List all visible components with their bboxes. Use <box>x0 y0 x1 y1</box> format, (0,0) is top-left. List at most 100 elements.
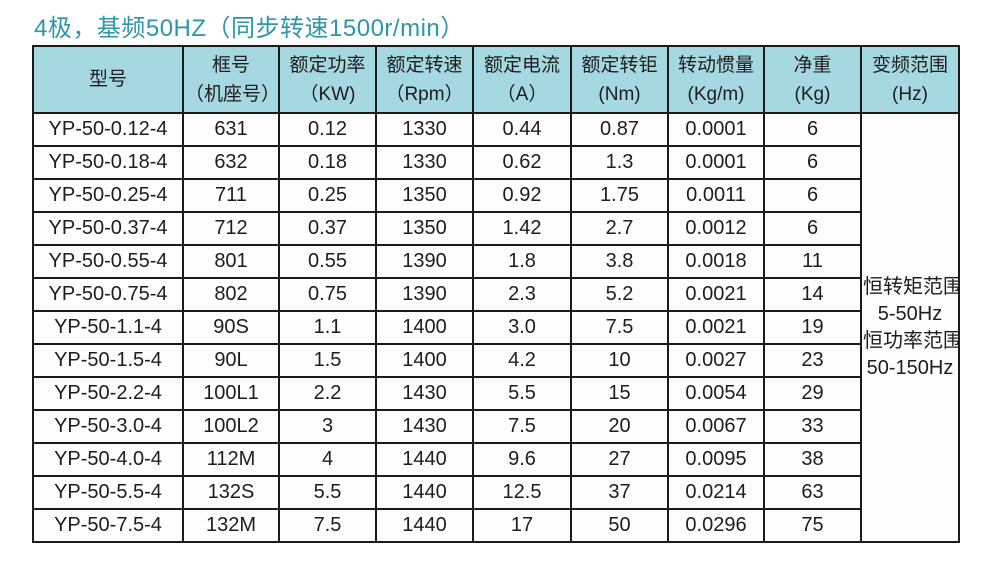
cell-torque: 3.8 <box>570 244 669 279</box>
header-label: 额定转速 <box>386 54 463 76</box>
cell-frame: 112M <box>182 442 280 477</box>
cell-frame: 132M <box>182 508 280 543</box>
cell-power: 1.1 <box>278 310 377 345</box>
cell-power: 0.75 <box>278 277 377 312</box>
col-header-rated-torque: 额定转钜 (Nm) <box>570 45 669 114</box>
table-row: YP-50-3.0-4 100L2 3 1430 7.5 20 0.0067 3… <box>32 409 959 444</box>
col-header-net-weight: 净重 (Kg) <box>763 45 862 114</box>
cell-model: YP-50-4.0-4 <box>32 442 184 477</box>
cell-speed: 1390 <box>375 244 474 279</box>
cell-inertia: 0.0011 <box>667 178 765 213</box>
cell-torque: 5.2 <box>570 277 669 312</box>
table-row: YP-50-0.25-4 711 0.25 1350 0.92 1.75 0.0… <box>32 178 959 213</box>
cell-frame: 100L1 <box>182 376 280 411</box>
table-row: YP-50-2.2-4 100L1 2.2 1430 5.5 15 0.0054… <box>32 376 959 411</box>
cell-weight: 33 <box>763 409 862 444</box>
cell-power: 0.12 <box>278 112 377 147</box>
cell-power: 0.25 <box>278 178 377 213</box>
header-unit: (Kg) <box>794 83 831 105</box>
cell-speed: 1440 <box>375 475 474 510</box>
cell-current: 1.42 <box>472 211 572 246</box>
cell-model: YP-50-1.5-4 <box>32 343 184 378</box>
table-row: YP-50-0.12-4 631 0.12 1330 0.44 0.87 0.0… <box>32 112 960 543</box>
cell-power: 0.55 <box>278 244 377 279</box>
cell-frame: 132S <box>182 475 280 510</box>
cell-inertia: 0.0067 <box>667 409 765 444</box>
cell-speed: 1350 <box>375 178 474 213</box>
cell-torque: 37 <box>570 475 669 510</box>
header-row: 型号 框号 （机座号） 额定功率 （KW) 额定转速 （Rpm） 额定电流 （A） 额定… <box>32 45 960 114</box>
col-header-rated-speed: 额定转速 （Rpm） <box>375 45 474 114</box>
cell-weight: 14 <box>763 277 862 312</box>
freq-range-cell: 恒转矩范围 5-50Hz 恒功率范围 50-150Hz <box>860 112 960 543</box>
cell-power: 7.5 <box>278 508 377 543</box>
cell-torque: 1.75 <box>570 178 669 213</box>
cell-current: 12.5 <box>472 475 572 510</box>
cell-torque: 7.5 <box>570 310 669 345</box>
cell-frame: 631 <box>182 112 280 147</box>
cell-current: 4.2 <box>472 343 572 378</box>
cell-speed: 1400 <box>375 343 474 378</box>
cell-frame: 632 <box>182 145 280 180</box>
cell-model: YP-50-1.1-4 <box>32 310 184 345</box>
cell-current: 0.44 <box>472 112 572 147</box>
cell-frame: 712 <box>182 211 280 246</box>
cell-model: YP-50-0.25-4 <box>32 178 184 213</box>
cell-model: YP-50-0.75-4 <box>32 277 184 312</box>
table-row: YP-50-1.1-4 90S 1.1 1400 3.0 7.5 0.0021 … <box>32 310 959 345</box>
table-row: YP-50-0.37-4 712 0.37 1350 1.42 2.7 0.00… <box>32 211 959 246</box>
table-row: YP-50-7.5-4 132M 7.5 1440 17 50 0.0296 7… <box>32 508 959 543</box>
cell-current: 0.92 <box>472 178 572 213</box>
cell-weight: 38 <box>763 442 862 477</box>
cell-torque: 1.3 <box>570 145 669 180</box>
cell-weight: 6 <box>763 112 862 147</box>
cell-frame: 801 <box>182 244 280 279</box>
cell-current: 9.6 <box>472 442 572 477</box>
cell-inertia: 0.0214 <box>667 475 765 510</box>
cell-model: YP-50-3.0-4 <box>32 409 184 444</box>
cell-inertia: 0.0095 <box>667 442 765 477</box>
col-header-freq-range: 变频范围 (Hz) <box>860 45 960 114</box>
cell-weight: 6 <box>763 211 862 246</box>
header-unit: （Rpm） <box>385 83 464 105</box>
freq-range-line: 恒转矩范围 <box>863 275 959 298</box>
cell-weight: 75 <box>763 508 862 543</box>
table-row: YP-50-1.5-4 90L 1.5 1400 4.2 10 0.0027 2… <box>32 343 959 378</box>
cell-model: YP-50-0.37-4 <box>32 211 184 246</box>
header-label: 额定转钜 <box>581 54 658 76</box>
cell-power: 0.18 <box>278 145 377 180</box>
table-row: YP-50-0.18-4 632 0.18 1330 0.62 1.3 0.00… <box>32 145 959 180</box>
cell-torque: 10 <box>570 343 669 378</box>
table-row: YP-50-0.55-4 801 0.55 1390 1.8 3.8 0.001… <box>32 244 959 279</box>
header-unit: （机座号） <box>185 83 279 105</box>
header-unit: （KW) <box>299 83 356 105</box>
page-title: 4极，基频50HZ（同步转速1500r/min） <box>34 15 465 42</box>
table-row: YP-50-4.0-4 112M 4 1440 9.6 27 0.0095 38 <box>32 442 959 477</box>
cell-frame: 90L <box>182 343 280 378</box>
cell-inertia: 0.0027 <box>667 343 765 378</box>
cell-model: YP-50-2.2-4 <box>32 376 184 411</box>
cell-current: 17 <box>472 508 572 543</box>
freq-range-line: 恒功率范围 <box>863 329 959 352</box>
cell-model: YP-50-0.55-4 <box>32 244 184 279</box>
header-label: 额定功率 <box>289 54 366 76</box>
cell-torque: 0.87 <box>570 112 669 147</box>
col-header-rated-current: 额定电流 （A） <box>472 45 572 114</box>
col-header-frame: 框号 （机座号） <box>182 45 280 114</box>
cell-current: 0.62 <box>472 145 572 180</box>
cell-model: YP-50-0.12-4 <box>32 112 184 147</box>
header-unit: (Kg/m) <box>687 83 745 105</box>
cell-frame: 802 <box>182 277 280 312</box>
header-label: 变频范围 <box>871 54 948 76</box>
cell-power: 3 <box>278 409 377 444</box>
cell-speed: 1330 <box>375 112 474 147</box>
cell-speed: 1330 <box>375 145 474 180</box>
cell-power: 4 <box>278 442 377 477</box>
cell-frame: 711 <box>182 178 280 213</box>
cell-torque: 15 <box>570 376 669 411</box>
cell-power: 5.5 <box>278 475 377 510</box>
cell-current: 2.3 <box>472 277 572 312</box>
cell-power: 1.5 <box>278 343 377 378</box>
cell-model: YP-50-0.18-4 <box>32 145 184 180</box>
cell-model: YP-50-5.5-4 <box>32 475 184 510</box>
